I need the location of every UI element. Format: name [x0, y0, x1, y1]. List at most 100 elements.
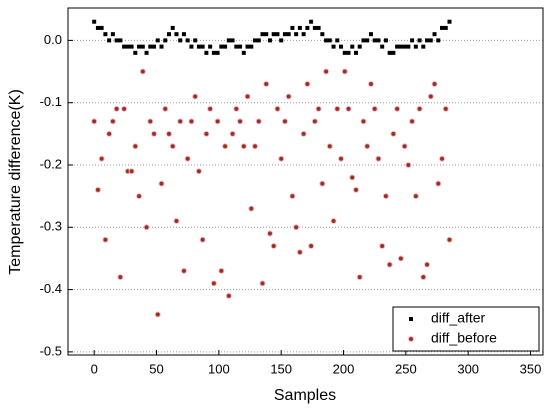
point: [361, 38, 366, 43]
x-tick-label: 200: [333, 361, 355, 376]
x-tick-label: 300: [457, 361, 479, 376]
point: [353, 50, 358, 55]
point: [338, 155, 345, 162]
point: [390, 130, 397, 137]
point: [210, 280, 217, 287]
point: [327, 38, 332, 43]
plot-frame: [67, 7, 544, 356]
y-tick-label: -0.2: [40, 156, 62, 171]
point: [143, 224, 150, 231]
point: [192, 93, 199, 100]
point: [203, 130, 210, 137]
point: [200, 44, 205, 49]
point: [129, 44, 134, 49]
point: [380, 44, 385, 49]
point: [323, 68, 330, 75]
point: [98, 155, 105, 162]
point: [364, 143, 371, 150]
y-tick-label: -0.5: [40, 343, 62, 358]
point: [391, 50, 396, 55]
point: [193, 38, 198, 43]
point: [255, 118, 262, 125]
legend-label: diff_before: [431, 330, 497, 346]
point: [140, 44, 145, 49]
point: [316, 25, 321, 30]
point: [173, 218, 180, 225]
point: [122, 44, 127, 49]
point: [204, 50, 209, 55]
point: [136, 193, 143, 200]
point: [324, 38, 329, 43]
point: [267, 38, 272, 43]
point: [435, 180, 442, 187]
point: [266, 230, 273, 237]
point: [169, 143, 176, 150]
point: [174, 32, 179, 37]
point: [349, 174, 356, 181]
point: [305, 25, 310, 30]
x-tick-label: 0: [91, 361, 98, 376]
point: [442, 105, 449, 112]
point: [342, 50, 347, 55]
point: [421, 44, 426, 49]
x-tick-label: 100: [208, 361, 230, 376]
point: [219, 44, 224, 49]
point: [91, 118, 98, 125]
point: [196, 44, 201, 49]
point: [335, 38, 340, 43]
point: [417, 38, 422, 43]
point: [427, 93, 434, 100]
point: [368, 32, 373, 37]
point: [99, 25, 104, 30]
point: [103, 32, 108, 37]
point: [106, 130, 113, 137]
point: [245, 44, 250, 49]
point: [237, 118, 244, 125]
point: [109, 118, 116, 125]
point: [260, 32, 265, 37]
point: [185, 38, 190, 43]
point: [155, 38, 160, 43]
point: [300, 130, 307, 137]
y-tick-label: -0.1: [40, 94, 62, 109]
point: [253, 38, 258, 43]
point: [229, 130, 236, 137]
point: [282, 32, 287, 37]
point: [207, 105, 214, 112]
point: [137, 44, 142, 49]
point: [144, 50, 149, 55]
point: [233, 105, 240, 112]
point: [230, 38, 235, 43]
point: [188, 118, 195, 125]
point: [215, 50, 220, 55]
legend-marker: [408, 336, 414, 342]
point: [420, 274, 427, 281]
point: [345, 105, 352, 112]
point: [249, 44, 254, 49]
point: [386, 261, 393, 268]
point: [139, 68, 146, 75]
point: [293, 224, 300, 231]
point: [352, 186, 359, 193]
point: [290, 25, 295, 30]
point: [334, 105, 341, 112]
point: [367, 81, 374, 88]
point: [371, 105, 378, 112]
point: [365, 38, 370, 43]
point: [331, 44, 336, 49]
point: [95, 25, 100, 30]
point: [94, 186, 101, 193]
point: [102, 236, 109, 243]
point: [387, 50, 392, 55]
legend-label: diff_after: [431, 310, 486, 326]
point: [184, 155, 191, 162]
point: [346, 50, 351, 55]
point: [110, 32, 115, 37]
point: [163, 38, 168, 43]
point: [278, 155, 285, 162]
point: [222, 143, 229, 150]
point: [304, 81, 311, 88]
x-tick-label: 50: [149, 361, 163, 376]
point: [312, 25, 317, 30]
point: [339, 44, 344, 49]
